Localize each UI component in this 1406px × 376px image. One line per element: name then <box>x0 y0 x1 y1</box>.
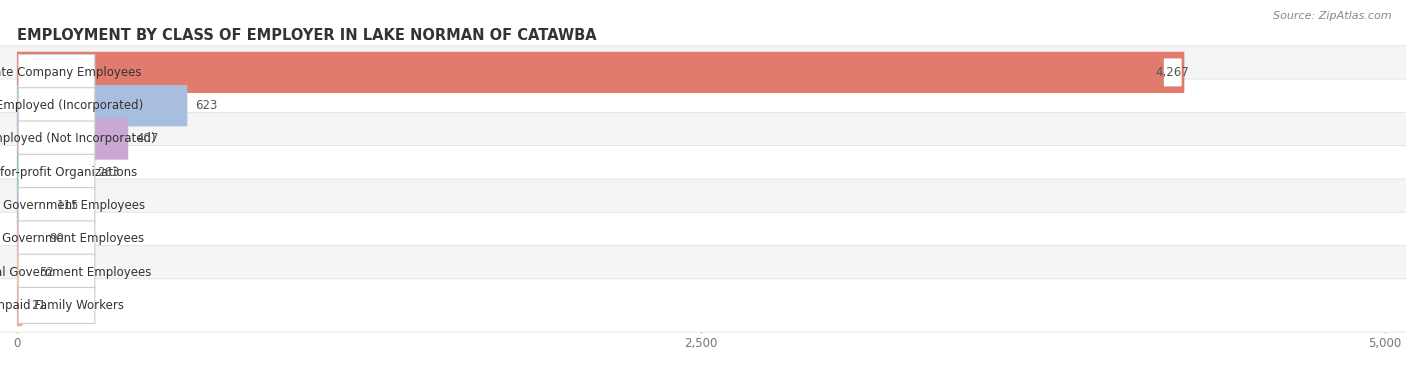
Text: 263: 263 <box>97 166 120 179</box>
FancyBboxPatch shape <box>17 185 48 226</box>
FancyBboxPatch shape <box>0 179 1406 232</box>
FancyBboxPatch shape <box>18 188 94 224</box>
Text: 115: 115 <box>56 199 79 212</box>
Text: 407: 407 <box>136 132 159 146</box>
Text: 623: 623 <box>195 99 218 112</box>
FancyBboxPatch shape <box>0 46 1406 99</box>
FancyBboxPatch shape <box>17 252 31 293</box>
FancyBboxPatch shape <box>17 85 187 126</box>
FancyBboxPatch shape <box>18 221 94 257</box>
FancyBboxPatch shape <box>18 154 94 190</box>
Text: 4,267: 4,267 <box>1156 66 1189 79</box>
Text: Local Government Employees: Local Government Employees <box>0 232 145 246</box>
FancyBboxPatch shape <box>0 79 1406 132</box>
Text: Unpaid Family Workers: Unpaid Family Workers <box>0 299 124 312</box>
FancyBboxPatch shape <box>17 152 89 193</box>
Text: Self-Employed (Not Incorporated): Self-Employed (Not Incorporated) <box>0 132 155 146</box>
FancyBboxPatch shape <box>1164 58 1181 86</box>
FancyBboxPatch shape <box>0 212 1406 265</box>
FancyBboxPatch shape <box>0 112 1406 166</box>
FancyBboxPatch shape <box>18 121 94 157</box>
FancyBboxPatch shape <box>17 285 22 326</box>
FancyBboxPatch shape <box>18 288 94 323</box>
FancyBboxPatch shape <box>18 88 94 124</box>
Text: Private Company Employees: Private Company Employees <box>0 66 141 79</box>
Text: 21: 21 <box>31 299 46 312</box>
FancyBboxPatch shape <box>0 279 1406 332</box>
FancyBboxPatch shape <box>18 55 94 90</box>
FancyBboxPatch shape <box>0 146 1406 199</box>
Text: State Government Employees: State Government Employees <box>0 199 145 212</box>
FancyBboxPatch shape <box>17 218 42 259</box>
Text: EMPLOYMENT BY CLASS OF EMPLOYER IN LAKE NORMAN OF CATAWBA: EMPLOYMENT BY CLASS OF EMPLOYER IN LAKE … <box>17 28 596 42</box>
FancyBboxPatch shape <box>18 254 94 290</box>
FancyBboxPatch shape <box>0 246 1406 299</box>
Text: Federal Government Employees: Federal Government Employees <box>0 266 152 279</box>
Text: 90: 90 <box>49 232 65 246</box>
Text: Not-for-profit Organizations: Not-for-profit Organizations <box>0 166 138 179</box>
Text: 52: 52 <box>39 266 55 279</box>
Text: Source: ZipAtlas.com: Source: ZipAtlas.com <box>1274 11 1392 21</box>
FancyBboxPatch shape <box>17 118 128 160</box>
FancyBboxPatch shape <box>17 52 1184 93</box>
Text: Self-Employed (Incorporated): Self-Employed (Incorporated) <box>0 99 143 112</box>
